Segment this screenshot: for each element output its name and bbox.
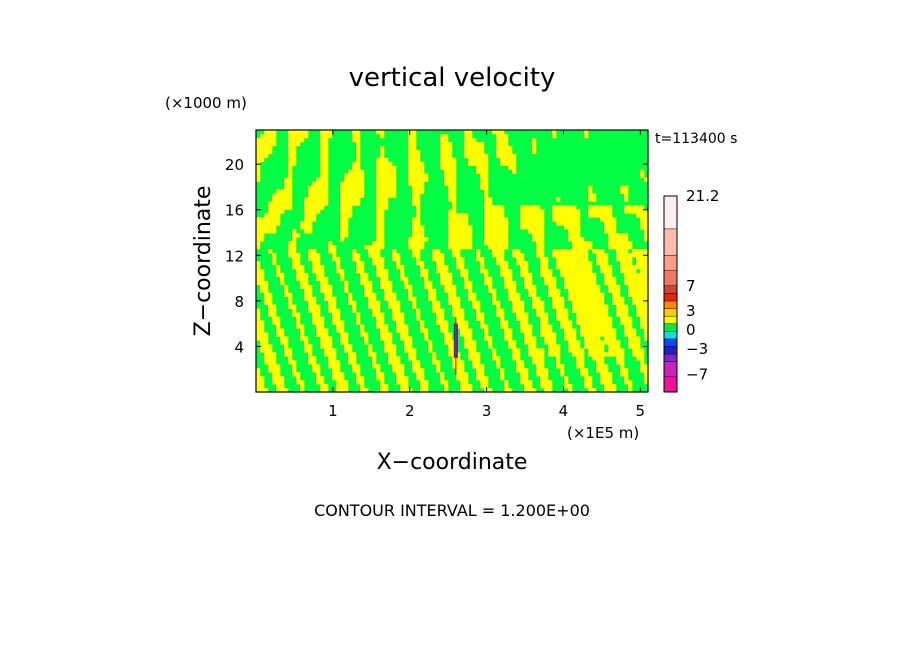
colorbar-level — [663, 315, 678, 324]
field-cells — [256, 130, 648, 392]
y-tick-label: 20 — [225, 156, 244, 174]
colorbar-level — [663, 300, 678, 309]
colorbar-level — [663, 270, 678, 286]
colorbar-tick-label: −7 — [686, 365, 708, 383]
colorbar-tick-label: 3 — [686, 302, 696, 320]
colorbar-tick-label: 0 — [686, 321, 696, 339]
colorbar-level — [663, 376, 678, 393]
x-tick-label: 5 — [636, 402, 646, 420]
colorbar-level — [663, 255, 678, 271]
updraft-streak — [455, 317, 457, 375]
x-tick-label: 1 — [328, 402, 338, 420]
y-unit-label: (×1000 m) — [165, 94, 247, 112]
colorbar-frame — [663, 195, 678, 393]
time-label: t=113400 s — [655, 131, 737, 147]
y-tick-label: 4 — [234, 338, 244, 356]
colorbar-tick-label: 21.2 — [686, 187, 719, 205]
colorbar-level — [663, 331, 678, 340]
velocity-field — [256, 130, 648, 392]
colorbar-level — [663, 195, 678, 230]
colorbar-level — [663, 285, 678, 294]
colorbar-level — [663, 338, 678, 347]
colorbar-level — [663, 228, 678, 256]
colorbar-tick-label: −3 — [686, 340, 708, 358]
colorbar: 21.2 7 30−3 −7 — [663, 187, 719, 393]
y-axis-ticks: 4 8 12 16 20 — [225, 156, 648, 356]
y-tick-label: 16 — [225, 202, 244, 220]
y-axis-label: Z−coordinate — [191, 186, 216, 337]
colorbar-level — [663, 293, 678, 302]
x-axis-ticks: 1 2 3 4 5 — [328, 130, 645, 420]
x-tick-label: 4 — [559, 402, 569, 420]
plot-frame — [255, 129, 649, 393]
x-unit-label: (×1E5 m) — [567, 424, 639, 442]
x-tick-label: 2 — [405, 402, 415, 420]
colorbar-ticks: 21.2 7 30−3 −7 — [686, 187, 719, 383]
colorbar-level — [663, 346, 678, 355]
x-axis-label: X−coordinate — [377, 450, 528, 475]
colorbar-levels — [663, 195, 678, 393]
y-tick-label: 8 — [234, 293, 244, 311]
y-tick-label: 12 — [225, 247, 244, 265]
colorbar-tick-label: 7 — [686, 277, 696, 295]
contour-interval-label: CONTOUR INTERVAL = 1.200E+00 — [314, 501, 590, 520]
x-tick-label: 3 — [482, 402, 492, 420]
chart-title: vertical velocity — [349, 63, 556, 93]
field-positive-regions — [256, 130, 648, 392]
colorbar-level — [663, 323, 678, 332]
colorbar-level — [663, 308, 678, 317]
colorbar-level — [663, 353, 678, 362]
colorbar-level — [663, 361, 678, 378]
